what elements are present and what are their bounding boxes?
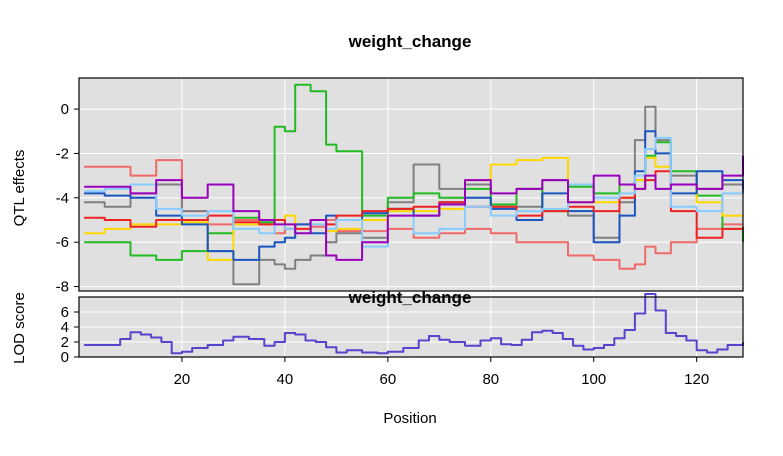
qtl-effects-panel: 0 -2 -4 -6 -8 QTL effects <box>11 77 744 296</box>
x-tick-label: 40 <box>277 371 294 388</box>
y-tick-label: -6 <box>56 234 69 251</box>
y-tick-label: 0 <box>61 101 69 118</box>
lod-score-x-ticks: 20 40 60 80 100 120 <box>174 357 709 388</box>
y-tick-label: -4 <box>56 190 69 207</box>
x-tick-label: 100 <box>581 371 606 388</box>
x-tick-label: 20 <box>174 371 191 388</box>
lod-score-series <box>84 293 744 355</box>
series-line-8 <box>84 155 744 261</box>
lod-score-y-label: LOD score <box>11 292 28 364</box>
qtl-effects-y-ticks: 0 -2 -4 -6 -8 <box>56 101 79 296</box>
x-tick-label: 80 <box>482 371 499 388</box>
y-tick-label: -8 <box>56 279 69 296</box>
y-tick-label: 6 <box>61 304 69 321</box>
y-tick-label: -2 <box>56 145 69 162</box>
chart-title: weight_change <box>348 32 472 51</box>
series-line-1 <box>84 293 744 355</box>
x-tick-label: 120 <box>684 371 709 388</box>
qtl-effects-series <box>84 83 744 286</box>
series-line-6 <box>84 170 744 239</box>
y-tick-label: 2 <box>61 334 69 351</box>
qtl-effects-y-label: QTL effects <box>11 150 28 227</box>
y-tick-label: 4 <box>61 319 69 336</box>
y-tick-label: 0 <box>61 349 69 366</box>
qtl-effects-frame <box>78 77 744 292</box>
x-axis-label: Position <box>383 410 436 427</box>
x-tick-label: 60 <box>379 371 396 388</box>
